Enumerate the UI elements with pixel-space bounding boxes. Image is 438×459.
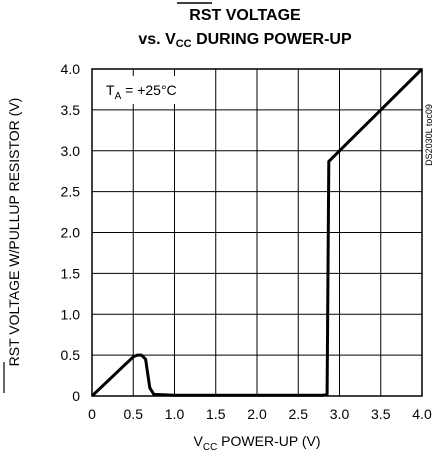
y-axis-label: RST VOLTAGE W/PULLUP RESISTOR (V): [6, 98, 22, 367]
y-tick-label: 0.5: [61, 347, 81, 363]
x-tick-label: 1.5: [206, 406, 226, 422]
chart-title-line1: RST VOLTAGE: [189, 7, 301, 24]
y-tick-label: 1.5: [61, 265, 81, 281]
x-tick-label: 0.5: [124, 406, 144, 422]
y-tick-label: 1.0: [61, 306, 81, 322]
temperature-annotation: TA = +25°C: [106, 82, 177, 102]
x-tick-label: 4.0: [412, 406, 432, 422]
y-tick-label: 2.5: [61, 184, 81, 200]
x-tick-labels: 0 0.5 1.0 1.5 2.0 2.5 3.0 3.5 4.0: [88, 406, 432, 422]
figure-code: DS2030L toc09: [424, 104, 434, 166]
y-tick-labels: 0 0.5 1.0 1.5 2.0 2.5 3.0 3.5 4.0: [61, 61, 81, 404]
annotation-box: [100, 76, 198, 104]
x-tick-label: 3.0: [330, 406, 350, 422]
y-tick-label: 3.0: [61, 143, 81, 159]
x-tick-label: 3.5: [371, 406, 391, 422]
y-tick-label: 3.5: [61, 102, 81, 118]
x-tick-label: 2.5: [289, 406, 309, 422]
x-tick-label: 2.0: [247, 406, 267, 422]
series-line: [90, 67, 424, 398]
y-tick-label: 0: [72, 388, 80, 404]
y-tick-label: 2.0: [61, 225, 81, 241]
x-tick-label: 1.0: [165, 406, 185, 422]
x-tick-label: 0: [88, 406, 96, 422]
chart-title-line2: vs. VCC DURING POWER-UP: [138, 31, 352, 50]
x-axis-label: VCC POWER-UP (V): [194, 433, 321, 453]
y-tick-label: 4.0: [61, 61, 81, 77]
